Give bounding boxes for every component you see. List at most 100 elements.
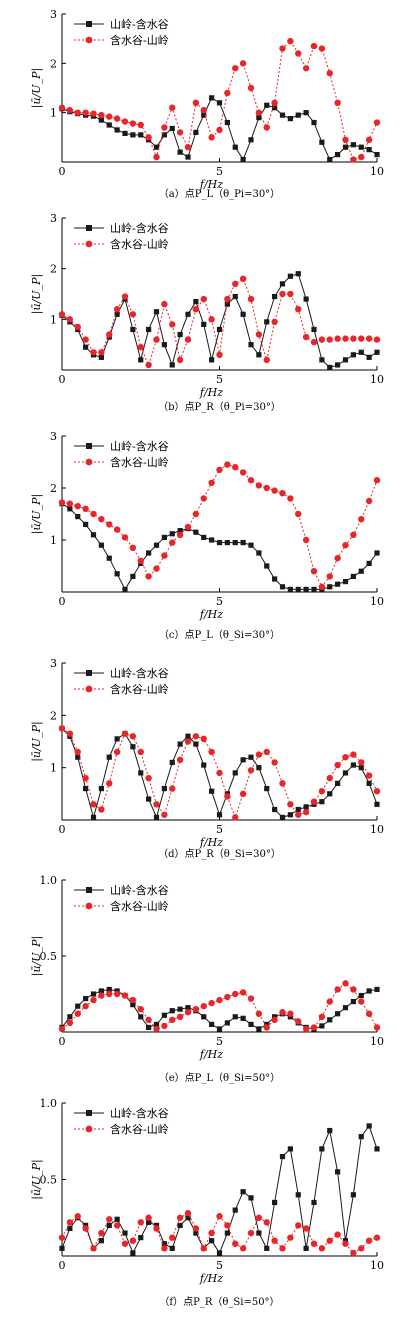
data-point	[224, 119, 230, 126]
legend-marker	[86, 1110, 92, 1116]
data-point	[374, 1146, 380, 1152]
data-point	[318, 788, 326, 795]
data-point	[255, 331, 263, 338]
x-axis-label: f/Hz	[199, 386, 223, 399]
panel-caption: （e）点P_L（θ_Si=50°）	[159, 1072, 280, 1084]
data-point	[287, 812, 293, 818]
data-point	[113, 748, 121, 756]
data-point	[247, 1229, 255, 1237]
data-point	[335, 362, 341, 368]
series-1	[58, 980, 381, 1033]
legend-label: 含水谷-山岭	[110, 237, 169, 251]
data-point	[67, 1225, 73, 1232]
data-point	[106, 990, 113, 998]
data-point	[248, 137, 254, 143]
data-point	[272, 293, 278, 300]
data-point	[303, 586, 309, 592]
y-tick-label: 3	[50, 657, 57, 670]
data-point	[366, 780, 372, 786]
data-point	[153, 309, 160, 315]
data-point	[365, 136, 373, 143]
data-point	[248, 542, 254, 548]
data-point	[209, 788, 215, 794]
data-point	[129, 120, 137, 127]
data-point	[153, 565, 160, 572]
x-tick-label: 0	[59, 373, 66, 386]
y-tick-label: 2	[50, 57, 57, 70]
data-point	[200, 295, 207, 303]
data-point	[224, 89, 231, 97]
y-axis-label: |ū/U_P|	[30, 721, 44, 761]
data-point	[153, 153, 160, 161]
data-point	[232, 770, 238, 776]
data-point	[200, 1002, 207, 1010]
legend-marker	[85, 1125, 93, 1133]
data-point	[334, 335, 341, 342]
data-point	[240, 1189, 246, 1195]
data-point	[342, 1005, 349, 1011]
data-point	[240, 156, 246, 163]
y-tick-label: 2	[50, 263, 57, 276]
data-point	[216, 466, 223, 473]
data-point	[74, 1010, 81, 1017]
x-tick-label: 5	[216, 165, 223, 178]
x-axis-label: f/Hz	[199, 1048, 223, 1061]
data-point	[192, 306, 200, 313]
data-point	[169, 1008, 175, 1014]
data-point	[358, 765, 364, 771]
data-point	[129, 996, 137, 1004]
data-point	[146, 550, 152, 556]
data-point	[224, 540, 230, 546]
data-point	[138, 132, 144, 138]
data-point	[327, 1017, 333, 1023]
data-point	[216, 1213, 223, 1220]
data-point	[224, 1020, 230, 1026]
data-point	[74, 109, 81, 116]
data-point	[342, 144, 349, 150]
data-point	[121, 534, 129, 541]
data-point	[295, 586, 301, 592]
data-point	[138, 357, 144, 363]
data-point	[208, 134, 215, 141]
x-tick-label: 10	[370, 373, 384, 386]
data-point	[138, 1014, 144, 1020]
series-0	[59, 1123, 380, 1256]
data-point	[248, 1195, 254, 1201]
data-point	[327, 364, 333, 371]
data-point	[374, 801, 380, 807]
data-point	[327, 156, 333, 163]
y-tick-label: 0.5	[40, 950, 58, 963]
data-point	[121, 1240, 129, 1247]
data-point	[318, 583, 326, 590]
data-point	[279, 814, 286, 820]
data-point	[98, 992, 105, 999]
data-point	[161, 300, 168, 308]
data-point	[303, 804, 309, 810]
data-point	[185, 733, 191, 739]
data-point	[239, 989, 247, 996]
data-point	[287, 586, 293, 592]
data-point	[256, 352, 262, 358]
data-point	[114, 571, 120, 577]
data-point	[113, 526, 121, 533]
data-point	[295, 50, 302, 57]
data-point	[287, 1146, 293, 1152]
data-point	[263, 748, 270, 756]
data-point	[169, 1234, 176, 1241]
data-point	[209, 537, 215, 543]
data-point	[342, 980, 349, 987]
data-point	[255, 1010, 263, 1017]
data-point	[366, 988, 372, 994]
data-point	[121, 293, 129, 300]
data-point	[319, 1023, 325, 1029]
data-point	[240, 311, 246, 317]
data-point	[350, 335, 357, 342]
data-point	[145, 774, 152, 782]
x-tick-label: 5	[216, 373, 223, 386]
data-point	[263, 356, 270, 364]
data-point	[153, 1225, 160, 1232]
data-point	[342, 357, 349, 363]
